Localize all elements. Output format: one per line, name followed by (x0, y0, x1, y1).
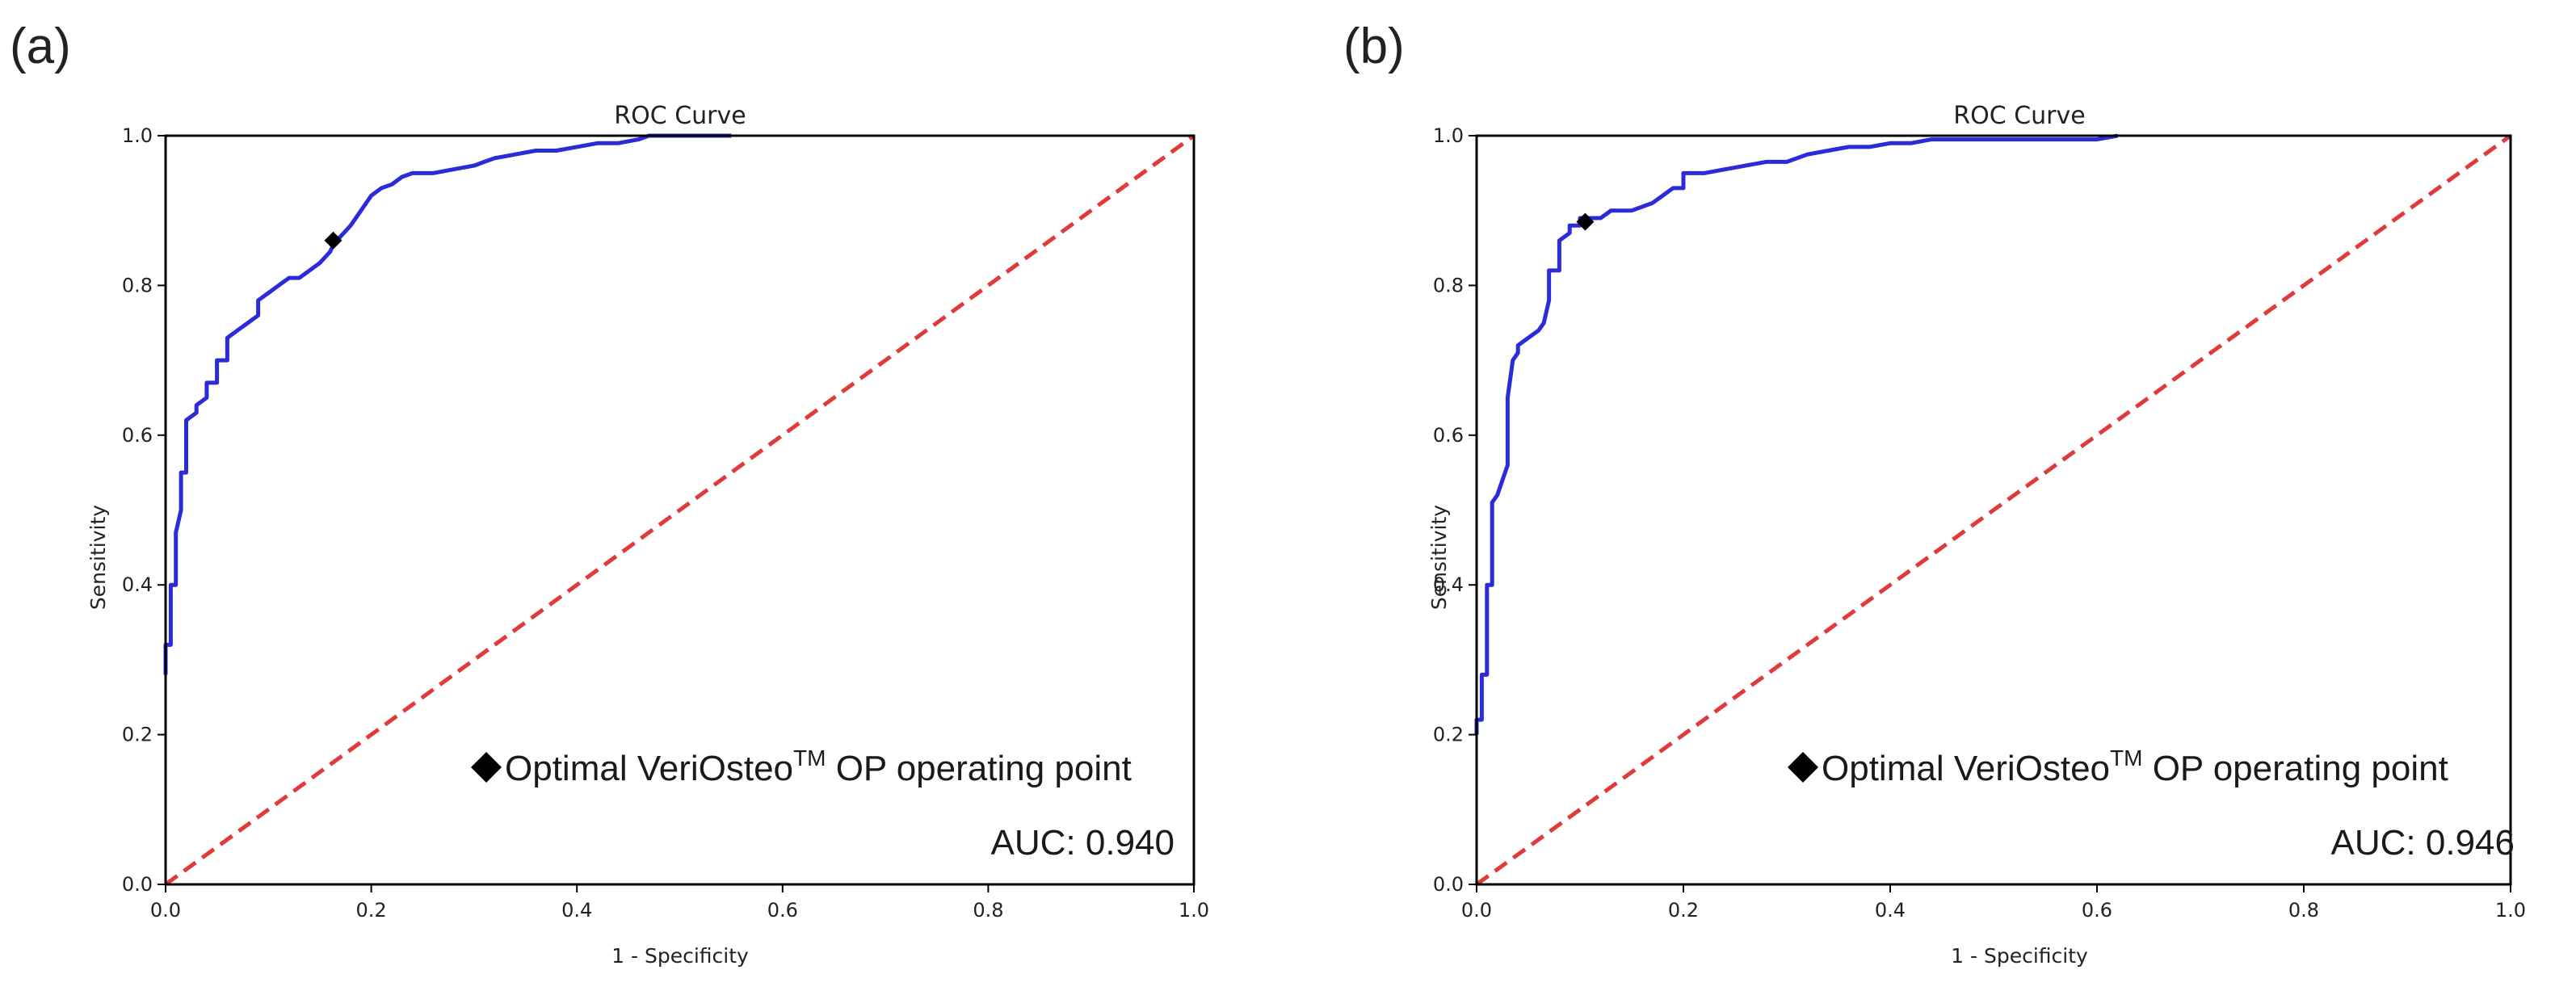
y-tick-label: 0.8 (1433, 274, 1464, 296)
plot-frame (164, 134, 1196, 886)
x-tick-label: 0.8 (2288, 899, 2319, 922)
legend-label: Optimal VeriOsteoTM OP operating point (1822, 745, 2448, 788)
y-tick-label: 0.8 (122, 274, 153, 296)
legend: Optimal VeriOsteoTM OP operating point (471, 745, 1132, 788)
y-axis-ticks: 0.0 0.2 0.4 0.6 0.8 1.0 (1433, 124, 1477, 896)
legend-label-main: Optimal VeriOsteo (505, 749, 793, 788)
x-tick-label: 1.0 (1179, 899, 1209, 922)
y-tick-label: 1.0 (122, 124, 153, 147)
x-tick-label: 1.0 (2495, 899, 2526, 922)
legend-label: Optimal VeriOsteoTM OP operating point (505, 745, 1132, 788)
y-tick-label: 0.2 (1433, 724, 1464, 746)
legend-diamond-icon (471, 752, 502, 783)
y-tick-label: 0.2 (122, 724, 153, 746)
chance-line (164, 133, 1196, 887)
chart-title: ROC Curve (614, 102, 746, 130)
plot-area: 0.0 0.2 0.4 0.6 0.8 1.0 0.0 0.2 0.4 0.6 0.8 1.0 (1433, 124, 2526, 922)
x-tick-label: 0.2 (1668, 899, 1699, 922)
legend-suffix: OP operating point (2142, 749, 2448, 788)
legend-diamond-icon (1788, 752, 1818, 783)
chance-line (1475, 133, 2512, 887)
x-tick-label: 0.6 (2082, 899, 2112, 922)
y-axis-ticks: 0.0 0.2 0.4 0.6 0.8 1.0 (122, 124, 166, 896)
auc-annotation: AUC: 0.946 (2331, 823, 2515, 863)
x-tick-label: 0.4 (1875, 899, 1906, 922)
x-axis-ticks: 0.0 0.2 0.4 0.6 0.8 1.0 (150, 884, 1209, 922)
y-axis-label: Sensitivity (86, 505, 110, 610)
y-tick-label: 0.4 (122, 573, 153, 596)
roc-curve (1474, 133, 2119, 735)
auc-annotation: AUC: 0.940 (991, 823, 1175, 863)
x-tick-label: 0.6 (767, 899, 798, 922)
x-tick-label: 0.0 (150, 899, 181, 922)
y-tick-label: 0.6 (1433, 424, 1464, 447)
x-axis-label: 1 - Specificity (611, 944, 749, 968)
y-tick-label: 0.0 (122, 873, 153, 896)
chart-panel-a: (a) ROC Curve 0.0 0.2 0.4 0.6 0.8 1.0 0.00.20… (10, 19, 1209, 968)
roc-curve (163, 133, 732, 675)
operating-point-marker (324, 231, 342, 250)
y-tick-label: 0.6 (122, 424, 153, 447)
x-axis-ticks: 0.0 0.2 0.4 0.6 0.8 1.0 (1461, 884, 2526, 922)
y-tick-label: 0.0 (1433, 873, 1464, 896)
chart-panel-b: (b) ROC Curve 0.0 0.2 0.4 0.6 0.8 1.0 0.00.20… (1343, 19, 2526, 968)
legend-suffix: OP operating point (826, 749, 1131, 788)
legend-label-main: Optimal VeriOsteo (1822, 749, 2110, 788)
y-axis-label: Sensitivity (1427, 505, 1451, 610)
panel-label-b: (b) (1343, 19, 1405, 74)
legend: Optimal VeriOsteoTM OP operating point (1788, 745, 2448, 788)
x-tick-label: 0.0 (1461, 899, 1492, 922)
x-axis-label: 1 - Specificity (1951, 944, 2088, 968)
panel-label-a: (a) (10, 19, 71, 74)
chart-title: ROC Curve (1953, 102, 2085, 130)
legend-superscript: TM (793, 745, 826, 771)
x-tick-label: 0.8 (973, 899, 1003, 922)
plot-frame (1475, 134, 2512, 886)
legend-superscript: TM (2110, 745, 2142, 771)
plot-area: 0.0 0.2 0.4 0.6 0.8 1.0 0.0 0.2 0.4 0.6 0.8 1.0 (122, 124, 1209, 922)
x-tick-label: 0.2 (356, 899, 387, 922)
x-tick-label: 0.4 (561, 899, 592, 922)
y-tick-label: 1.0 (1433, 124, 1464, 147)
operating-point-marker (1576, 212, 1595, 231)
y-tick-label: 0.4 (1433, 573, 1464, 596)
